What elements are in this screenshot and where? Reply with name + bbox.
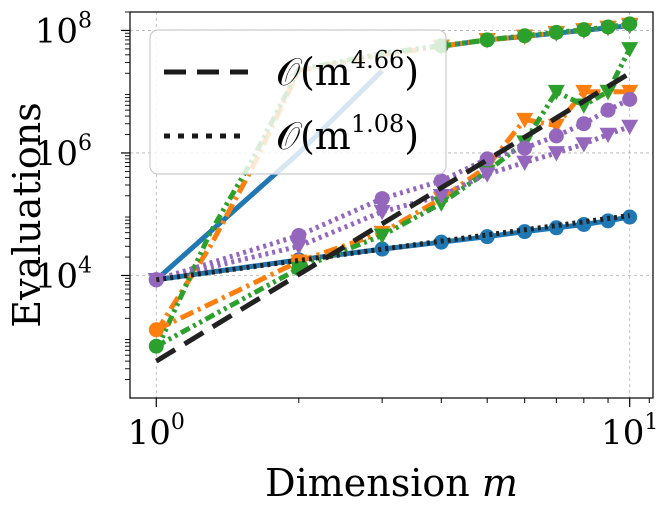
series-line-13: [155, 71, 631, 364]
series-10-point-1: [373, 228, 391, 244]
series-11-point-9: [622, 91, 638, 107]
series-6-point-4: [576, 22, 592, 38]
y-tick-label-2: 108: [35, 8, 92, 51]
series-6-point-6: [622, 16, 638, 32]
series-11-point-1: [291, 227, 307, 243]
series-12-point-1: [290, 239, 308, 255]
series-12-point-2: [373, 204, 391, 221]
series-6-point-3: [548, 24, 564, 40]
series-line-9: [155, 266, 300, 349]
series-group: [147, 16, 639, 364]
series-12-point-6: [547, 146, 565, 162]
series-6-point-2: [517, 28, 533, 44]
series-line-11: [155, 97, 631, 283]
series-6-point-1: [479, 32, 495, 48]
y-axis-label: Evaluations: [5, 102, 49, 327]
series-13: [155, 71, 631, 364]
y-tick-label-1: 106: [35, 131, 92, 174]
series-10-point-7: [599, 84, 617, 101]
series-11-point-6: [548, 128, 564, 144]
series-12-point-0: [147, 273, 165, 289]
series-14: [155, 213, 631, 283]
series-11-point-8: [600, 102, 616, 118]
x-tick-label-1: 101: [601, 410, 658, 453]
x-axis-label: Dimension m: [265, 461, 518, 505]
series-12: [147, 119, 639, 289]
series-0-point-6: [548, 220, 564, 236]
series-11-point-5: [517, 140, 533, 156]
series-10-point-5: [547, 84, 565, 101]
legend-label-1: 𝒪(m1.08): [276, 110, 419, 158]
plot-frame: [129, 11, 654, 399]
y-axis: 104 106 108: [35, 8, 130, 381]
series-11-point-2: [374, 191, 390, 207]
series-12-point-3: [432, 188, 450, 205]
series-0-point-2: [374, 241, 390, 257]
series-8-point-6: [575, 84, 593, 101]
y-tick-label-0: 104: [35, 253, 92, 296]
series-4: [154, 42, 442, 352]
series-12-point-5: [516, 155, 534, 171]
grid: [130, 12, 653, 398]
series-8-point-4: [516, 112, 534, 129]
series-12-point-4: [478, 167, 496, 183]
series-12-point-9: [621, 119, 639, 136]
series-line-4: [154, 42, 442, 352]
series-12-point-7: [575, 137, 593, 153]
series-7-point-0: [148, 322, 164, 338]
legend-label-0: 𝒪(m4.66): [276, 46, 419, 94]
series-line-12: [155, 124, 631, 283]
x-axis: 100 101: [128, 398, 658, 453]
series-10-point-8: [621, 42, 639, 58]
x-tick-label-0: 100: [128, 410, 185, 453]
series-line-14: [155, 213, 631, 283]
series-10-point-2: [432, 196, 450, 212]
legend: 𝒪(m4.66) 𝒪(m1.08): [149, 29, 447, 175]
series-12-point-8: [599, 127, 617, 144]
series-10-point-0: [290, 261, 308, 278]
series-11-point-7: [576, 116, 592, 132]
series-9-point-0: [148, 338, 164, 354]
series-6-point-5: [600, 19, 616, 35]
